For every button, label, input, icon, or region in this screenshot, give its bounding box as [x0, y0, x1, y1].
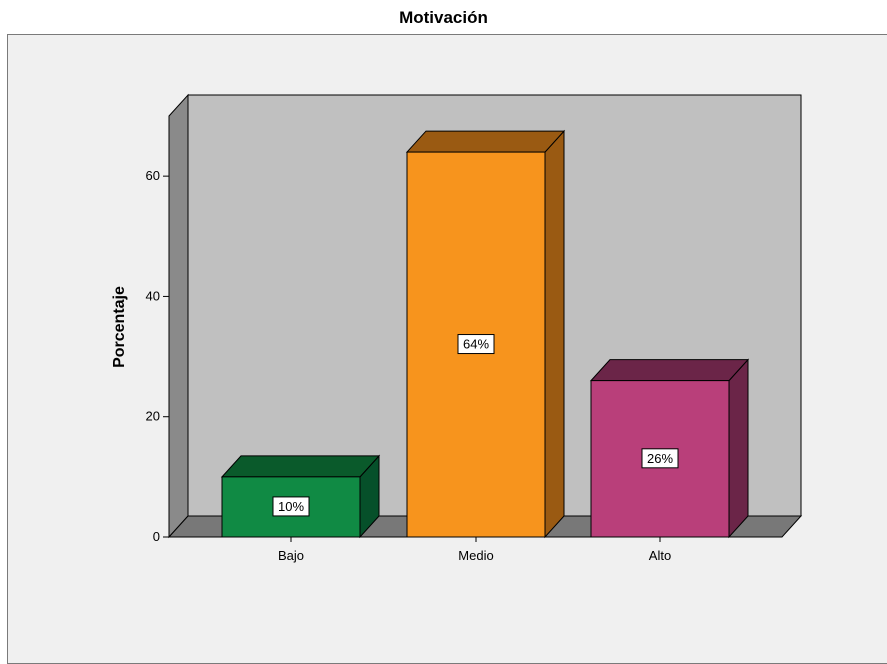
bar-alto: 26%	[589, 358, 750, 539]
x-tick-label: Medio	[458, 548, 493, 563]
left-wall	[168, 93, 189, 539]
bar-bajo: 10%	[220, 454, 381, 539]
y-tick-label: 20	[146, 409, 160, 424]
y-axis-title: Porcentaje	[111, 286, 128, 368]
y-tick-label: 0	[153, 529, 160, 544]
data-label: 26%	[647, 451, 673, 466]
bar-top	[220, 455, 381, 478]
data-label-box	[457, 334, 495, 355]
chart-title: Motivación	[399, 8, 488, 27]
bar-medio: 64%	[405, 129, 566, 539]
x-axis-labels: Bajo Medio Alto	[278, 537, 671, 563]
data-label: 10%	[278, 499, 304, 514]
y-tick-label: 60	[146, 168, 160, 183]
bars: 10% 64% 26%	[220, 129, 750, 539]
data-label-box	[272, 496, 310, 517]
bar-top	[589, 359, 750, 382]
data-label: 64%	[463, 337, 489, 352]
x-tick-label: Alto	[649, 548, 671, 563]
y-tick-label: 40	[146, 288, 160, 303]
x-tick-label: Bajo	[278, 548, 304, 563]
bar-top	[405, 130, 566, 153]
bar-side	[544, 129, 565, 539]
data-label-box	[641, 448, 679, 469]
y-axis: 0 20 40 60	[146, 168, 169, 544]
bar-side	[728, 358, 749, 539]
